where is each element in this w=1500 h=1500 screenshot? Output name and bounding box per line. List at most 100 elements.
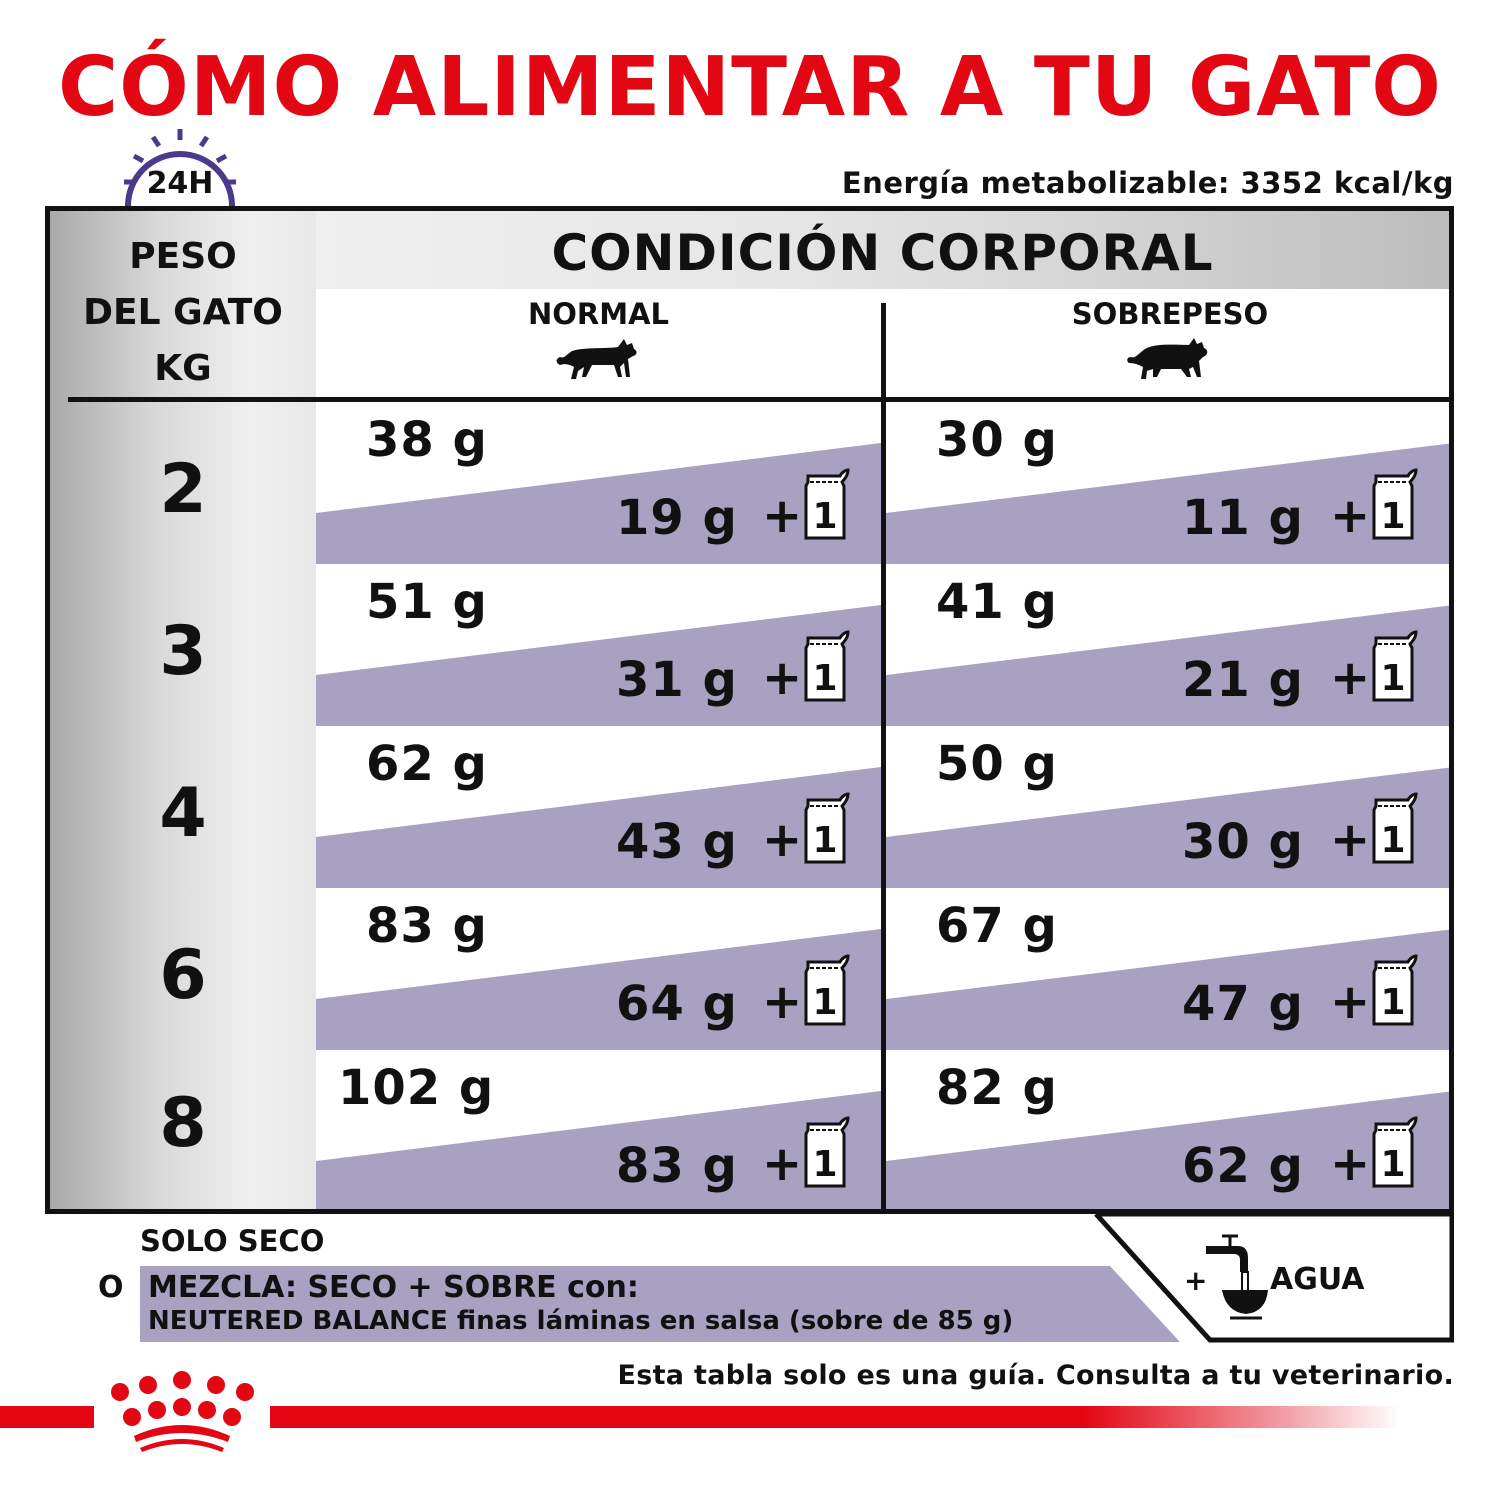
clock-label: 24H bbox=[146, 166, 214, 201]
cell-normal: 62 g 43 g + 1 bbox=[316, 726, 881, 888]
pouch-icon: 1 bbox=[1372, 792, 1418, 864]
svg-text:1: 1 bbox=[812, 1144, 837, 1185]
plus-sign: + bbox=[1330, 1136, 1371, 1192]
legend-or: O bbox=[98, 1270, 124, 1305]
weight-value: 8 bbox=[159, 1084, 207, 1163]
table-row: 3 51 g 31 g + 1 41 g 21 g + 1 bbox=[50, 564, 1449, 726]
cat-overweight-icon bbox=[1127, 338, 1208, 379]
dry-only-amount: 102 g bbox=[338, 1060, 495, 1116]
cell-overweight: 41 g 21 g + 1 bbox=[886, 564, 1449, 726]
pouch-icon: 1 bbox=[804, 630, 850, 702]
weight-header-line: DEL GATO bbox=[83, 292, 283, 333]
table-row: 2 38 g 19 g + 1 30 g 11 g + 1 bbox=[50, 402, 1449, 564]
weight-column-bg bbox=[50, 211, 316, 1209]
plus-sign: + bbox=[762, 1136, 803, 1192]
mix-legend-band bbox=[140, 1266, 1180, 1342]
svg-text:1: 1 bbox=[1380, 658, 1405, 699]
plus-sign: + bbox=[1330, 650, 1371, 706]
cat-normal-icon bbox=[556, 339, 637, 379]
mix-band bbox=[886, 443, 1449, 564]
dry-only-amount: 30 g bbox=[936, 412, 1058, 468]
weight-header-line: PESO bbox=[129, 236, 237, 277]
dry-only-amount: 67 g bbox=[936, 898, 1058, 954]
plus-sign: + bbox=[762, 974, 803, 1030]
mix-dry-amount: 21 g bbox=[1182, 652, 1304, 708]
condition-header-band bbox=[316, 211, 1449, 289]
cell-normal: 83 g 64 g + 1 bbox=[316, 888, 881, 1050]
water-tap-icon bbox=[1206, 1234, 1268, 1320]
plus-sign: + bbox=[762, 650, 803, 706]
clock-24h-badge: 24H bbox=[120, 126, 240, 226]
pouch-icon: 1 bbox=[804, 468, 850, 540]
cell-overweight: 67 g 47 g + 1 bbox=[886, 888, 1449, 1050]
water-legend-box: + bbox=[1094, 1211, 1454, 1343]
pouch-icon: 1 bbox=[1372, 468, 1418, 540]
mix-band bbox=[316, 767, 881, 888]
plus-sign: + bbox=[1330, 974, 1371, 1030]
column-label-normal: NORMAL bbox=[527, 297, 670, 331]
mix-band bbox=[316, 605, 881, 726]
brand-line-right bbox=[270, 1406, 1400, 1428]
svg-text:1: 1 bbox=[812, 820, 837, 861]
svg-text:1: 1 bbox=[812, 982, 837, 1023]
column-divider bbox=[881, 303, 886, 1209]
mix-dry-amount: 43 g bbox=[616, 814, 738, 870]
weight-value: 4 bbox=[159, 774, 207, 853]
weight-value: 3 bbox=[159, 612, 207, 691]
weight-value: 2 bbox=[159, 450, 207, 529]
dry-only-amount: 38 g bbox=[366, 412, 488, 468]
mix-band bbox=[316, 929, 881, 1050]
weight-value: 6 bbox=[159, 936, 207, 1015]
mix-band bbox=[886, 929, 1449, 1050]
dry-only-amount: 83 g bbox=[366, 898, 488, 954]
pouch-icon: 1 bbox=[804, 954, 850, 1026]
royal-crown-logo bbox=[111, 1371, 254, 1452]
plus-sign: + bbox=[762, 812, 803, 868]
plus-sign: + bbox=[1330, 812, 1371, 868]
svg-text:+: + bbox=[1184, 1264, 1207, 1297]
weight-header-line: KG bbox=[154, 348, 212, 389]
svg-text:1: 1 bbox=[1380, 982, 1405, 1023]
svg-text:1: 1 bbox=[1380, 1144, 1405, 1185]
pouch-icon: 1 bbox=[804, 1116, 850, 1188]
mix-dry-amount: 30 g bbox=[1182, 814, 1304, 870]
disclaimer: Esta tabla solo es una guía. Consulta a … bbox=[617, 1360, 1454, 1391]
mix-dry-amount: 19 g bbox=[616, 490, 738, 546]
mix-band bbox=[886, 1091, 1449, 1209]
table-row: 8 102 g 83 g + 1 82 g 62 g + 1 bbox=[50, 1050, 1449, 1209]
mix-dry-amount: 62 g bbox=[1182, 1138, 1304, 1194]
cell-normal: 38 g 19 g + 1 bbox=[316, 402, 881, 564]
mix-dry-amount: 47 g bbox=[1182, 976, 1304, 1032]
weight-header: PESO DEL GATO KG bbox=[50, 229, 316, 397]
mix-dry-amount: 83 g bbox=[616, 1138, 738, 1194]
legend-mix-title: MEZCLA: SECO + SOBRE con: bbox=[148, 1270, 639, 1305]
cell-normal: 102 g 83 g + 1 bbox=[316, 1050, 881, 1209]
mix-band bbox=[886, 605, 1449, 726]
mix-dry-amount: 11 g bbox=[1182, 490, 1304, 546]
plus-sign: + bbox=[762, 488, 803, 544]
mix-band bbox=[316, 443, 881, 564]
brand-line-left bbox=[0, 1406, 94, 1428]
column-header-overweight: SOBREPESO bbox=[886, 289, 1449, 397]
pouch-icon: 1 bbox=[804, 792, 850, 864]
table-row: 4 62 g 43 g + 1 50 g 30 g + 1 bbox=[50, 726, 1449, 888]
mix-band bbox=[886, 767, 1449, 888]
column-label-overweight: SOBREPESO bbox=[1071, 297, 1269, 331]
product-name: NEUTERED BALANCE bbox=[148, 1306, 448, 1336]
water-label: AGUA bbox=[1270, 1262, 1365, 1297]
dry-only-amount: 50 g bbox=[936, 736, 1058, 792]
dry-only-amount: 62 g bbox=[366, 736, 488, 792]
pouch-icon: 1 bbox=[1372, 954, 1418, 1026]
svg-text:1: 1 bbox=[1380, 820, 1405, 861]
legend-dry-only: SOLO SECO bbox=[140, 1224, 325, 1258]
cell-overweight: 30 g 11 g + 1 bbox=[886, 402, 1449, 564]
mix-dry-amount: 31 g bbox=[616, 652, 738, 708]
pouch-icon: 1 bbox=[1372, 1116, 1418, 1188]
product-description: finas láminas en salsa (sobre de 85 g) bbox=[447, 1306, 1014, 1336]
cell-normal: 51 g 31 g + 1 bbox=[316, 564, 881, 726]
svg-text:1: 1 bbox=[812, 496, 837, 537]
svg-text:1: 1 bbox=[812, 658, 837, 699]
plus-sign: + bbox=[1330, 488, 1371, 544]
legend-mix-product: NEUTERED BALANCE finas láminas en salsa … bbox=[148, 1306, 1013, 1336]
page-title: CÓMO ALIMENTAR A TU GATO bbox=[57, 40, 1443, 135]
